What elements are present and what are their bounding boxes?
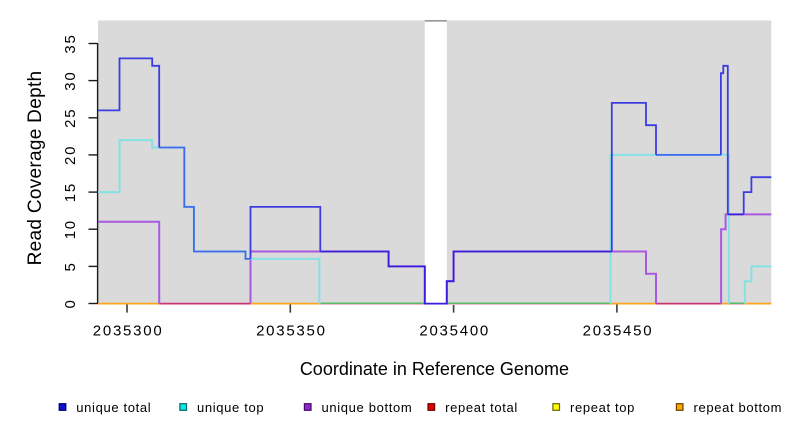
svg-text:0: 0 <box>62 298 79 308</box>
svg-text:unique total: unique total <box>76 400 151 415</box>
svg-text:25: 25 <box>62 108 79 128</box>
svg-text:15: 15 <box>62 182 79 202</box>
svg-text:Read Coverage Depth: Read Coverage Depth <box>25 71 46 266</box>
svg-text:2035450: 2035450 <box>583 322 654 339</box>
svg-text:2035400: 2035400 <box>419 322 490 339</box>
svg-text:unique top: unique top <box>197 400 264 415</box>
svg-text:unique bottom: unique bottom <box>322 400 413 415</box>
svg-text:repeat total: repeat total <box>445 400 518 415</box>
svg-text:Coordinate in Reference Genome: Coordinate in Reference Genome <box>300 359 569 379</box>
svg-text:35: 35 <box>62 33 79 53</box>
svg-text:5: 5 <box>62 261 79 271</box>
svg-text:2035350: 2035350 <box>256 322 327 339</box>
svg-text:repeat bottom: repeat bottom <box>694 400 783 415</box>
svg-text:2035300: 2035300 <box>93 322 164 339</box>
svg-text:30: 30 <box>62 71 79 91</box>
svg-text:20: 20 <box>62 145 79 165</box>
svg-text:10: 10 <box>62 219 79 239</box>
svg-text:repeat top: repeat top <box>570 400 635 415</box>
